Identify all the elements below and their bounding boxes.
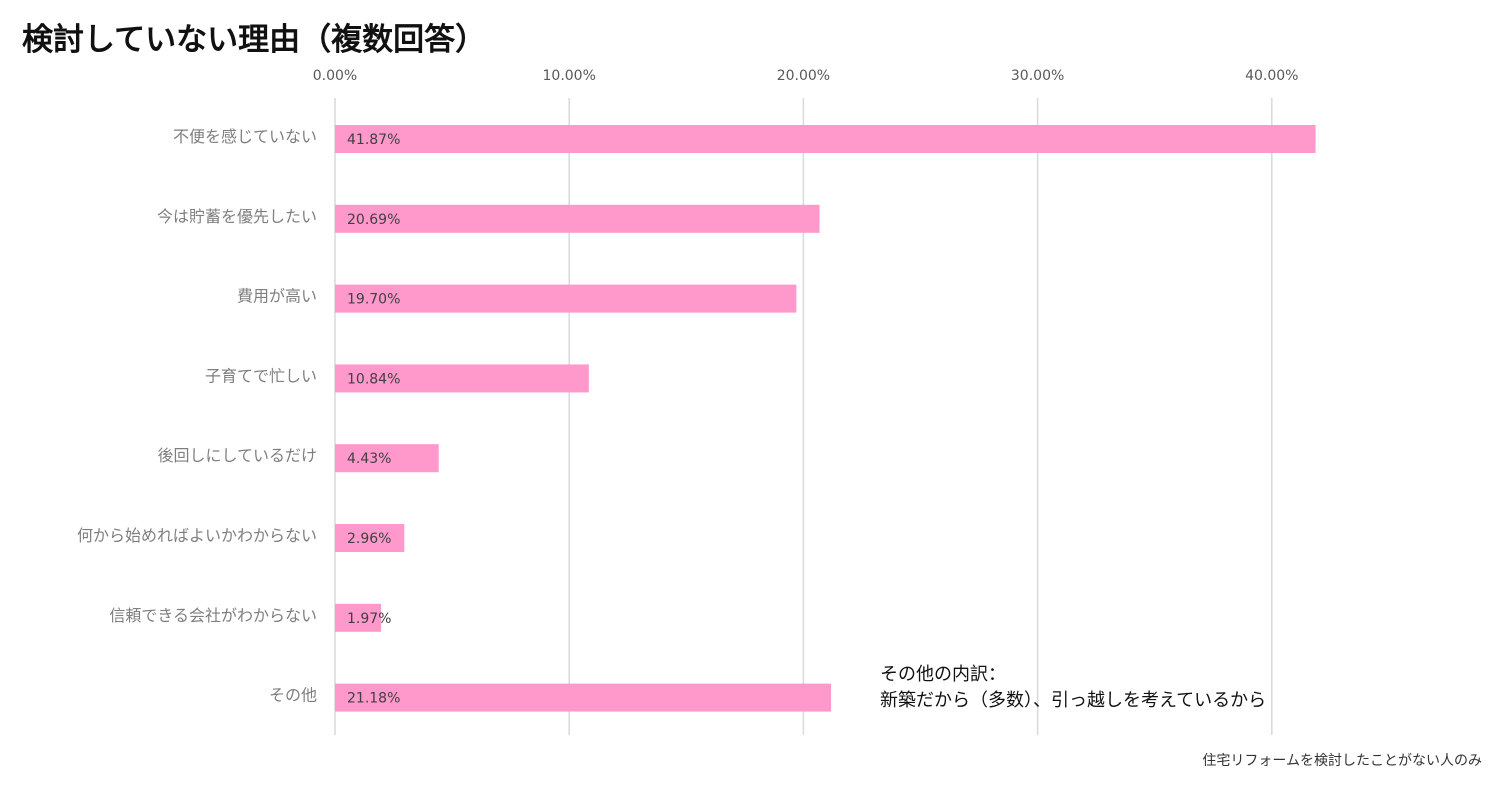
category-label: 何から始めればよいかわからない [77,526,317,545]
bar-value-label: 20.69% [347,212,400,228]
category-labels: 不便を感じていない今は貯蓄を優先したい費用が高い子育てで忙しい後回しにしているだ… [77,127,317,705]
bar-value-label: 21.18% [347,691,400,707]
bar [335,284,797,313]
x-tick-label: 30.00% [1011,68,1064,84]
note-detail: 新築だから（多数）、引っ越しを考えているから [880,690,1267,711]
category-label: 信頼できる会社がわからない [109,606,317,625]
bar [335,444,439,473]
x-tick-label: 10.00% [543,68,596,84]
bar [335,204,820,233]
note-heading: その他の内訳： [880,664,1006,685]
category-label: 不便を感じていない [173,127,317,146]
x-tick-label: 40.00% [1245,68,1298,84]
chart-title: 検討していない理由（複数回答） [22,22,487,58]
footnote: 住宅リフォームを検討したことがない人のみ [1202,753,1482,769]
bar-value-label: 2.96% [347,531,391,547]
bar-value-label: 41.87% [347,132,400,148]
category-label: その他 [269,686,317,705]
x-tick-label: 20.00% [777,68,830,84]
category-label: 後回しにしているだけ [157,446,317,465]
gridlines [334,98,1273,735]
x-tick-label: 0.00% [313,68,357,84]
category-label: 子育てで忙しい [205,366,317,385]
bar [335,683,832,712]
category-label: 費用が高い [237,287,317,306]
bar-value-label: 19.70% [347,292,400,308]
bar-value-label: 10.84% [347,371,400,387]
bar-value-label: 4.43% [347,451,391,467]
bar-value-label: 1.97% [347,611,391,627]
bars: 41.87% 20.69% 19.70% 10.84% 4.43% 2.96% 1.97% 2… [335,125,1316,712]
bar [335,125,1316,153]
other-breakdown-note: その他の内訳： 新築だから（多数）、引っ越しを考えているから [880,662,1266,714]
category-label: 今は貯蓄を優先したい [157,207,317,226]
bar [335,603,382,632]
bar [335,524,405,552]
x-axis-ticks: 0.00% 10.00% 20.00% 30.00% 40.00% [313,68,1299,84]
bar [335,364,589,393]
